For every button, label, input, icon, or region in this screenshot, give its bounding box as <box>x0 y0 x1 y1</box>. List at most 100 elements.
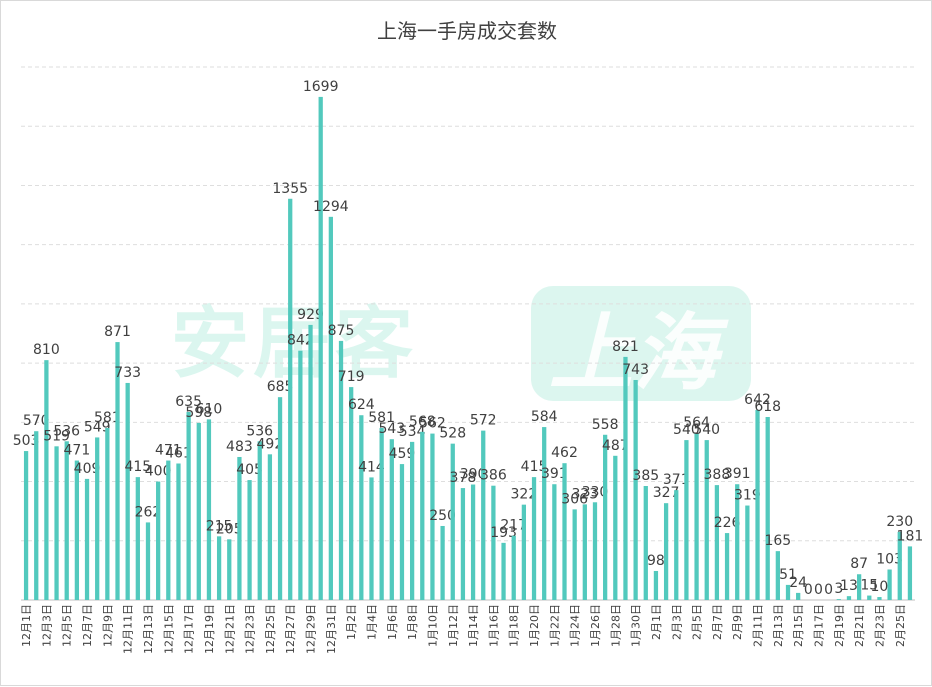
x-tick-label: 12月23日 <box>244 604 257 654</box>
value-label: 875 <box>328 323 355 339</box>
bar <box>775 551 780 600</box>
value-label: 165 <box>764 533 791 549</box>
bar <box>643 485 648 600</box>
value-label: 391 <box>724 466 751 482</box>
bar <box>450 443 455 600</box>
value-label: 306 <box>561 491 588 507</box>
bar <box>237 456 242 600</box>
bar <box>684 440 689 600</box>
bar <box>166 460 171 600</box>
value-label: 390 <box>460 467 487 483</box>
bar <box>277 397 283 600</box>
value-label: 415 <box>124 459 151 475</box>
value-label: 1294 <box>313 199 349 215</box>
bar <box>897 531 902 600</box>
value-label: 462 <box>551 445 578 461</box>
bar <box>745 505 750 600</box>
bar <box>714 485 720 600</box>
value-label: 471 <box>64 443 91 459</box>
value-label: 215 <box>206 518 233 534</box>
value-label: 217 <box>500 518 527 534</box>
value-label: 821 <box>612 339 639 355</box>
bar <box>582 504 587 600</box>
bar <box>196 422 201 600</box>
value-label: 24 <box>789 575 807 591</box>
x-tick-label: 2月17日 <box>812 604 825 647</box>
bar <box>856 574 862 600</box>
bar <box>796 592 801 600</box>
bar <box>887 569 892 600</box>
value-label: 10 <box>871 579 889 595</box>
x-tick-label: 12月5日 <box>61 604 74 647</box>
value-label: 400 <box>145 464 172 480</box>
value-label: 414 <box>358 459 385 475</box>
bar <box>54 446 59 600</box>
bar <box>84 478 90 600</box>
value-label: 415 <box>521 459 548 475</box>
x-tick-label: 12月25日 <box>264 604 277 654</box>
bar <box>623 356 628 600</box>
value-label: 323 <box>571 486 598 502</box>
x-tick-label: 12月31日 <box>325 604 338 654</box>
value-label: 409 <box>74 461 101 477</box>
value-label: 87 <box>850 556 868 572</box>
value-label: 528 <box>439 426 466 442</box>
bar <box>531 477 537 600</box>
value-label: 371 <box>663 472 690 488</box>
bar <box>206 419 212 600</box>
bar <box>379 427 384 600</box>
value-label: 327 <box>653 485 680 501</box>
bar <box>216 536 222 600</box>
x-tick-label: 12月29日 <box>305 604 318 654</box>
x-tick-label: 2月7日 <box>711 604 724 640</box>
x-tick-label: 1月10日 <box>426 604 439 647</box>
value-label: 1355 <box>272 181 308 197</box>
value-label: 610 <box>196 401 223 417</box>
x-tick-label: 12月19日 <box>203 604 216 654</box>
bar <box>105 427 110 600</box>
value-label: 98 <box>647 553 665 569</box>
x-tick-label: 2月5日 <box>691 604 704 640</box>
bar <box>308 324 313 600</box>
bar <box>430 433 435 600</box>
watermark-badge <box>531 286 751 401</box>
bar <box>704 440 709 600</box>
bar <box>907 546 913 600</box>
value-label: 193 <box>490 525 517 541</box>
bar <box>674 490 679 600</box>
value-label: 543 <box>378 421 405 437</box>
bar <box>491 485 496 600</box>
watermark-badge-text: 上海 <box>549 304 718 402</box>
bar <box>785 584 791 600</box>
bar <box>338 340 344 600</box>
value-label: 459 <box>389 446 416 462</box>
value-label: 733 <box>114 365 141 381</box>
bar <box>460 488 466 600</box>
bar <box>552 484 557 600</box>
x-tick-label: 1月18日 <box>508 604 521 647</box>
value-label: 471 <box>155 443 182 459</box>
x-tick-label: 12月15日 <box>162 604 175 654</box>
value-label: 536 <box>53 423 80 439</box>
value-label: 642 <box>744 392 771 408</box>
value-label: 461 <box>165 445 192 461</box>
value-label: 584 <box>531 409 558 425</box>
value-label: 386 <box>480 468 507 484</box>
bar <box>877 597 882 600</box>
bar <box>135 477 140 600</box>
x-tick-label: 2月19日 <box>833 604 846 647</box>
bar <box>44 360 49 600</box>
x-tick-label: 12月1日 <box>20 604 33 647</box>
bar <box>257 441 262 600</box>
value-label: 719 <box>338 369 365 385</box>
bar <box>409 441 415 600</box>
value-label: 391 <box>541 466 568 482</box>
bar <box>663 503 669 600</box>
bar <box>542 427 547 600</box>
x-tick-label: 1月16日 <box>487 604 500 647</box>
x-tick-label: 2月9日 <box>731 604 744 640</box>
value-label: 743 <box>622 362 649 378</box>
value-label: 492 <box>257 436 284 452</box>
